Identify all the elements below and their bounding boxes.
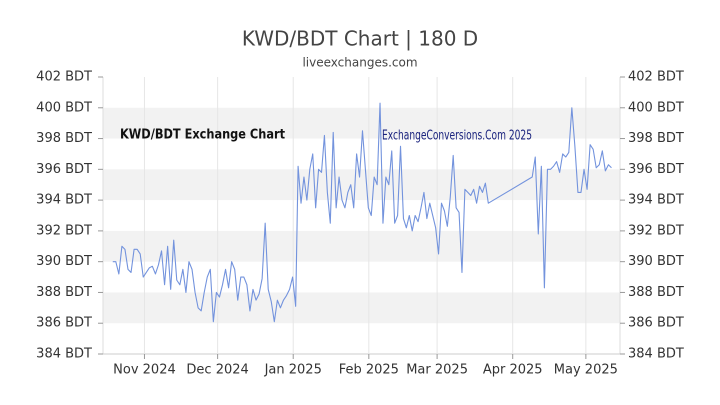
watermark-site: ExchangeConversions.Com 2025 xyxy=(382,129,532,144)
x-tick-label: Dec 2024 xyxy=(186,363,248,378)
x-tick-label: Feb 2025 xyxy=(339,363,399,378)
y-tick-label-left: 386 BDT xyxy=(36,316,92,331)
grid xyxy=(98,76,625,359)
y-tick-label-right: 402 BDT xyxy=(628,70,684,85)
price-line xyxy=(112,102,612,323)
x-tick-label: Mar 2025 xyxy=(406,363,468,378)
y-tick-label-right: 400 BDT xyxy=(628,100,684,115)
watermark-title: KWD/BDT Exchange Chart xyxy=(120,128,285,143)
y-tick-label-right: 394 BDT xyxy=(628,193,684,208)
y-tick-label-left: 396 BDT xyxy=(36,162,92,177)
y-tick-label-right: 392 BDT xyxy=(628,223,684,238)
band xyxy=(103,292,620,324)
chart-title: KWD/BDT Chart | 180 D xyxy=(242,27,478,51)
y-tick-label-left: 398 BDT xyxy=(36,131,92,146)
band xyxy=(103,230,620,262)
plot xyxy=(112,102,612,323)
y-tick-label-left: 402 BDT xyxy=(36,70,92,85)
y-tick-label-left: 394 BDT xyxy=(36,193,92,208)
y-tick-label-left: 384 BDT xyxy=(36,347,92,362)
y-tick-label-right: 398 BDT xyxy=(628,131,684,146)
x-tick-label: Apr 2025 xyxy=(483,363,543,378)
y-tick-label-left: 390 BDT xyxy=(36,254,92,269)
y-tick-label-left: 388 BDT xyxy=(36,285,92,300)
x-tick-label: Jan 2025 xyxy=(264,363,322,378)
y-tick-label-right: 388 BDT xyxy=(628,285,684,300)
y-tick-label-right: 390 BDT xyxy=(628,254,684,269)
y-tick-label-right: 386 BDT xyxy=(628,316,684,331)
y-tick-label-right: 396 BDT xyxy=(628,162,684,177)
y-tick-label-left: 392 BDT xyxy=(36,223,92,238)
y-tick-label-left: 400 BDT xyxy=(36,100,92,115)
band xyxy=(103,107,620,139)
chart-subtitle: liveexchanges.com xyxy=(302,56,417,70)
bands xyxy=(103,107,620,324)
x-tick-label: May 2025 xyxy=(554,363,618,378)
y-tick-label-right: 384 BDT xyxy=(628,347,684,362)
x-tick-label: Nov 2024 xyxy=(113,363,176,378)
band xyxy=(103,169,620,201)
